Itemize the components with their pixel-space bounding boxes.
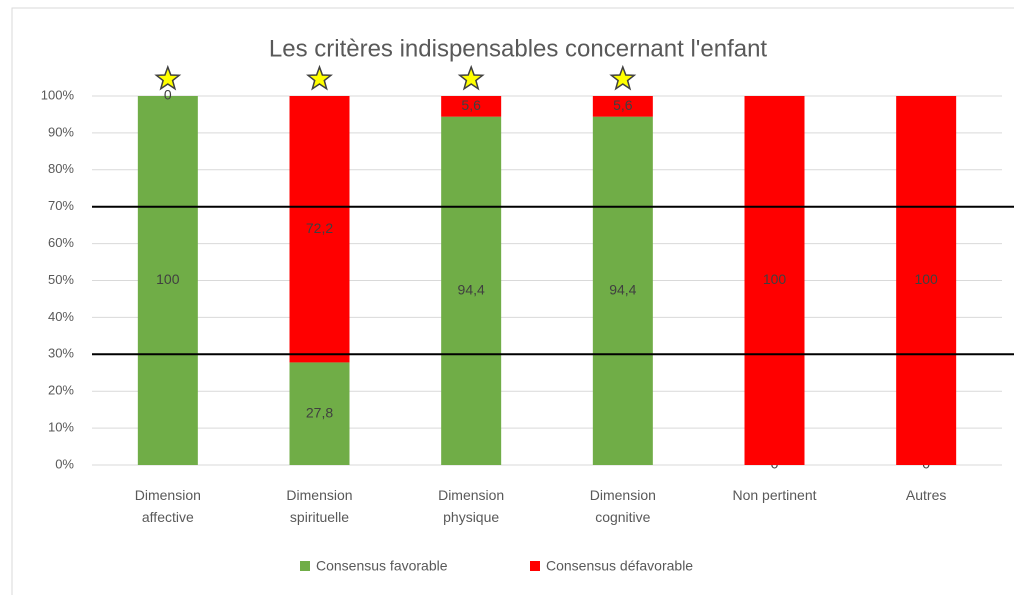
- star-marker: [306, 64, 333, 91]
- x-tick-label: Autres: [905, 487, 947, 503]
- y-tick-label: 70%: [48, 198, 74, 213]
- data-label: 0: [164, 87, 172, 103]
- bar-segment: [289, 96, 350, 363]
- x-tick-label: Dimension spirituelle: [286, 487, 353, 525]
- y-tick-label: 10%: [48, 420, 74, 435]
- data-label: 72,2: [306, 220, 333, 236]
- bar-segment: [137, 96, 198, 465]
- bar-segment: [289, 362, 350, 465]
- data-label: 27,8: [306, 404, 333, 420]
- star-marker: [154, 64, 182, 91]
- y-tick-label: 100%: [41, 87, 75, 102]
- data-label: 5,6: [461, 97, 481, 113]
- data-label: 100: [763, 271, 787, 287]
- data-label: 5,6: [613, 97, 633, 113]
- legend-label: Consensus défavorable: [546, 558, 693, 574]
- data-label: 100: [156, 271, 180, 287]
- y-tick-label: 80%: [48, 161, 74, 176]
- x-tick-label: Dimension cognitive: [589, 487, 656, 525]
- legend-swatch: [300, 561, 310, 571]
- bar-segment: [896, 96, 957, 465]
- star-marker: [457, 64, 485, 91]
- y-tick-label: 50%: [48, 272, 74, 287]
- bar-segment: [592, 96, 653, 117]
- data-label: 94,4: [458, 282, 485, 298]
- legend-label: Consensus favorable: [316, 558, 448, 574]
- x-tick-label: Dimension physique: [438, 487, 505, 525]
- y-tick-label: 90%: [48, 124, 74, 139]
- legend-swatch: [530, 561, 540, 571]
- bar-segment: [592, 116, 653, 465]
- x-tick-label: Non pertinent: [732, 487, 817, 503]
- chart-border: [11, 7, 1014, 595]
- data-label: 100: [914, 271, 938, 287]
- y-tick-label: 0%: [55, 456, 74, 471]
- y-tick-label: 30%: [48, 346, 74, 361]
- x-tick-label: Dimension affective: [134, 487, 201, 525]
- y-tick-label: 40%: [48, 309, 74, 324]
- bar-segment: [441, 96, 502, 117]
- y-tick-label: 60%: [48, 235, 74, 250]
- star-marker: [609, 64, 637, 91]
- chart-title: Les critères indispensables concernant l…: [269, 35, 768, 62]
- y-tick-label: 20%: [48, 383, 74, 398]
- bar-segment: [441, 116, 502, 465]
- data-label: 94,4: [609, 282, 636, 298]
- bar-segment: [744, 96, 805, 465]
